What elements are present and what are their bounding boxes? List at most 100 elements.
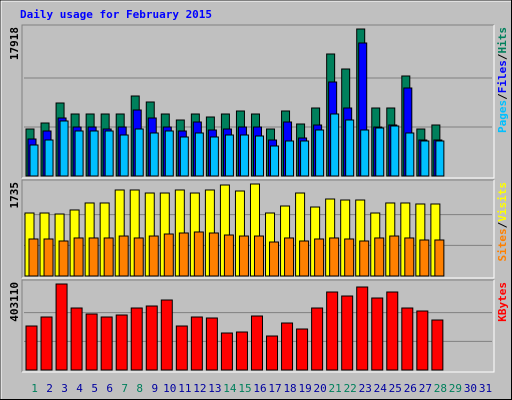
- bar: [130, 307, 143, 371]
- bar: [431, 319, 444, 371]
- bar: [85, 313, 98, 371]
- bar: [25, 325, 38, 371]
- bar: [253, 235, 264, 277]
- bar: [193, 231, 204, 277]
- legend-entry: Visits: [496, 182, 509, 222]
- x-tick-label: 12: [193, 382, 206, 395]
- x-tick-label: 2: [46, 382, 53, 395]
- x-tick-label: 22: [344, 382, 357, 395]
- bar: [326, 291, 339, 371]
- x-tick-label: 28: [434, 382, 447, 395]
- x-tick-label: 8: [136, 382, 143, 395]
- bar: [178, 232, 189, 277]
- bar: [374, 237, 385, 277]
- bar: [284, 237, 295, 277]
- bar: [74, 130, 84, 177]
- x-tick-label: 14: [223, 382, 237, 395]
- bar: [73, 237, 84, 277]
- panel-bevel: [21, 279, 494, 372]
- bar: [434, 239, 445, 277]
- bar: [88, 237, 99, 277]
- bar: [300, 140, 310, 177]
- x-tick-label: 26: [404, 382, 417, 395]
- legend: Sites/Visits: [496, 182, 509, 262]
- x-tick-label: 31: [479, 382, 492, 395]
- bar: [190, 316, 203, 371]
- bar: [220, 332, 233, 371]
- bar: [175, 325, 188, 371]
- bar: [359, 240, 370, 277]
- bar: [419, 239, 430, 277]
- bar: [164, 130, 174, 177]
- bar: [40, 316, 53, 371]
- bar: [405, 132, 415, 177]
- bar: [270, 145, 280, 177]
- bar: [416, 310, 429, 371]
- legend-entry: Sites: [496, 228, 509, 261]
- bar: [266, 335, 279, 371]
- legend-separator: /: [496, 221, 509, 228]
- bar: [145, 305, 158, 371]
- legend-entry: Files: [496, 60, 509, 93]
- bar: [250, 315, 263, 371]
- bar: [375, 127, 385, 177]
- bar: [194, 132, 204, 177]
- bar: [119, 134, 129, 177]
- x-tick-label: 20: [314, 382, 327, 395]
- x-tick-label: 13: [208, 382, 221, 395]
- bar: [420, 140, 430, 177]
- legend-entry: KBytes: [496, 282, 509, 322]
- bar: [100, 316, 113, 371]
- bar: [344, 238, 355, 277]
- bar: [296, 328, 309, 371]
- bar: [163, 233, 174, 277]
- panel-bevel: [22, 25, 495, 179]
- bar: [360, 129, 370, 177]
- bar: [59, 120, 69, 177]
- bar: [179, 136, 189, 177]
- x-tick-label: 6: [106, 382, 113, 395]
- bar: [311, 307, 324, 371]
- x-tick-label: 5: [91, 382, 98, 395]
- bar: [281, 322, 294, 371]
- x-tick-label: 16: [253, 382, 266, 395]
- bar: [401, 307, 414, 371]
- legend-separator: /: [496, 53, 509, 60]
- legend-separator: /: [496, 93, 509, 100]
- legend-entry: Pages: [496, 100, 509, 133]
- bar: [58, 240, 69, 277]
- x-tick-label: 30: [464, 382, 477, 395]
- bar: [329, 237, 340, 277]
- bar: [160, 299, 173, 371]
- bar: [235, 331, 248, 371]
- x-tick-label: 10: [163, 382, 176, 395]
- x-tick-label: 24: [374, 382, 388, 395]
- bar: [205, 317, 218, 371]
- x-tick-label: 19: [298, 382, 311, 395]
- bar: [389, 235, 400, 277]
- legend: Pages/Files/Hits: [496, 27, 509, 133]
- y-axis-max-label: 403110: [8, 282, 21, 322]
- panel-bevel: [21, 179, 494, 278]
- bar: [404, 237, 415, 277]
- x-tick-label: 27: [419, 382, 432, 395]
- bar: [133, 237, 144, 277]
- bar: [148, 235, 159, 277]
- bar: [330, 113, 340, 177]
- x-tick-label: 17: [268, 382, 281, 395]
- bar: [299, 240, 310, 277]
- bar: [390, 125, 400, 177]
- x-tick-label: 21: [329, 382, 342, 395]
- bar: [238, 235, 249, 277]
- bar: [149, 132, 159, 177]
- x-tick-label: 15: [238, 382, 251, 395]
- bar: [435, 140, 445, 177]
- bar: [89, 130, 99, 177]
- y-axis-max-label: 1735: [8, 182, 21, 209]
- bar: [239, 134, 249, 177]
- bar: [44, 139, 54, 177]
- x-tick-label: 7: [121, 382, 128, 395]
